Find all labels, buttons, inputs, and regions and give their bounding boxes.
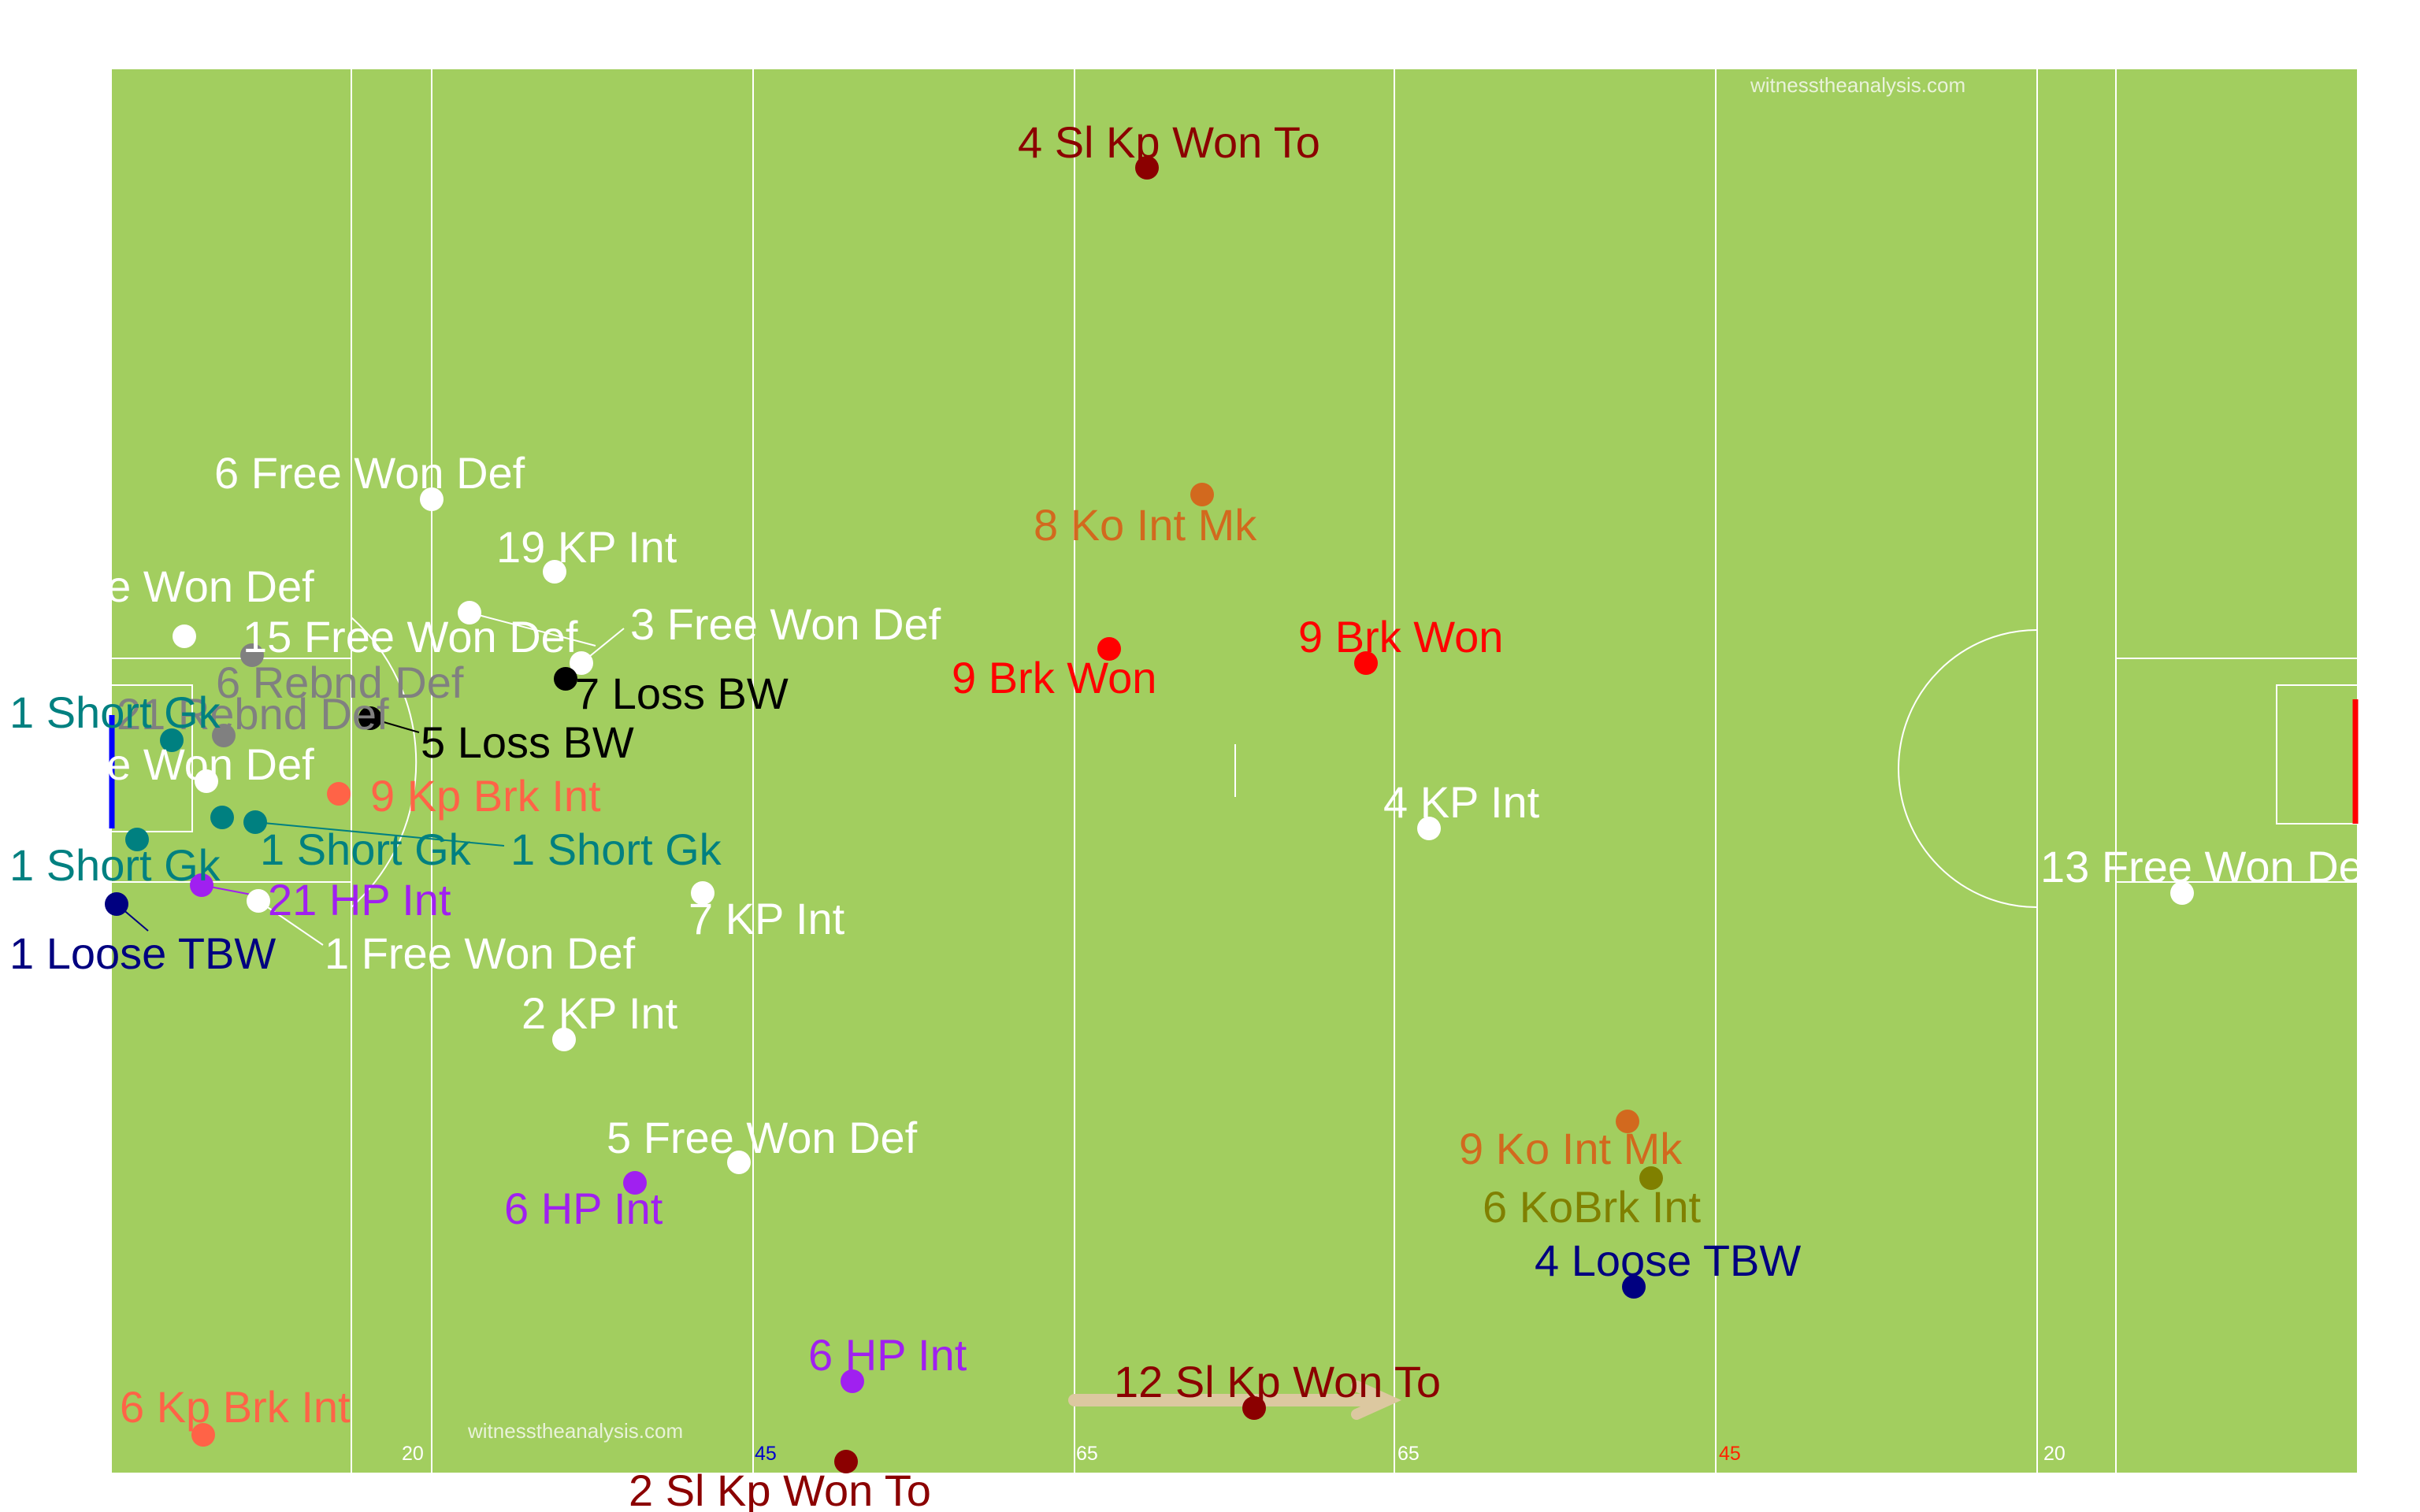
event-point	[554, 667, 577, 691]
event-label: 5 Loss BW	[421, 717, 634, 767]
event-point	[1639, 1166, 1663, 1190]
event-point	[240, 643, 264, 667]
event-label: 5 Free Won Def	[607, 1113, 918, 1162]
event-label: 6 Free Won Def	[214, 448, 525, 498]
event-label: 15 Free Won Def	[243, 612, 578, 662]
pitch-marker-65: 65	[1076, 1443, 1098, 1465]
large-rect-right	[2115, 658, 2357, 883]
watermark-bottom: witnesstheanalysis.com	[467, 1419, 683, 1443]
event-point	[841, 1369, 864, 1393]
watermark-top: witnesstheanalysis.com	[1750, 73, 1965, 97]
event-label: ee Won Def	[82, 561, 314, 611]
event-label: 3 Free Won Def	[630, 599, 941, 649]
event-point	[1242, 1396, 1266, 1420]
event-point	[327, 782, 351, 806]
event-point	[105, 892, 128, 916]
event-label: 6 Rebnd Def	[216, 658, 464, 707]
event-point	[1190, 483, 1214, 506]
event-point	[358, 706, 382, 730]
event-point	[210, 806, 234, 829]
event-label: 6 KoBrk Int	[1483, 1182, 1701, 1232]
event-point	[458, 601, 481, 624]
event-label: 21 Rebnd Def	[117, 689, 389, 739]
event-point	[1354, 651, 1378, 675]
event-point	[552, 1028, 576, 1051]
event-point	[420, 487, 444, 511]
pitch-marker-45: 45	[755, 1443, 777, 1465]
event-labels: 4 Sl Kp Won To 6 Free Won Def 8 Ko Int Mk 1…	[9, 117, 2376, 1512]
event-point	[173, 624, 196, 648]
event-label: 21 HP Int	[268, 875, 451, 925]
large-rect-left	[112, 658, 352, 883]
event-point	[190, 873, 213, 897]
event-point	[727, 1151, 751, 1174]
event-label: 4 KP Int	[1383, 777, 1540, 827]
event-label: 6 Kp Brk Int	[120, 1382, 351, 1432]
pitch-marker-65: 65	[1397, 1443, 1420, 1465]
event-leader	[258, 900, 324, 946]
event-label: 4 Loose TBW	[1535, 1236, 1801, 1285]
event-point	[1135, 156, 1159, 180]
event-label: 8 Ko Int Mk	[1034, 500, 1257, 550]
event-point	[834, 1450, 858, 1473]
event-point	[125, 828, 149, 851]
d-arc-left	[351, 617, 418, 908]
event-label: 9 Ko Int Mk	[1459, 1124, 1683, 1173]
event-point	[243, 810, 267, 834]
event-point	[623, 1171, 647, 1195]
small-rect-left	[112, 684, 193, 832]
event-label: 13 Free Won Def	[2040, 842, 2376, 891]
event-label: 1 Short Gk	[9, 687, 221, 737]
event-label: 12 Sl Kp Won To	[1114, 1357, 1441, 1406]
event-label: 6 HP Int	[808, 1330, 967, 1380]
event-label: 2 KP Int	[521, 988, 678, 1038]
event-leader	[469, 612, 596, 647]
direction-arrow	[1068, 1380, 1402, 1420]
event-point	[191, 1423, 215, 1447]
event-points	[105, 156, 2194, 1473]
event-label: 2 Sl Kp Won To	[629, 1466, 931, 1512]
event-label: 1 Short Gk	[260, 825, 472, 874]
event-point	[212, 724, 236, 747]
event-label: 9 Brk Won	[1298, 612, 1503, 662]
event-label: 19 KP Int	[496, 522, 677, 572]
pitch-marker-45: 45	[1719, 1443, 1741, 1465]
event-point	[570, 651, 593, 675]
pitch-distance-markers: 20 45 65 65 45 20	[402, 1443, 2066, 1465]
event-point	[2170, 881, 2194, 905]
pitch-lines	[112, 69, 2357, 1473]
event-label: 7 KP Int	[689, 894, 845, 943]
event-label: 9 Kp Brk Int	[370, 771, 601, 821]
event-point	[247, 889, 270, 913]
event-point	[160, 728, 184, 752]
event-leader	[254, 821, 505, 847]
event-point	[1097, 637, 1121, 661]
event-label: 6 HP Int	[504, 1184, 663, 1233]
event-label: 9 Brk Won	[952, 653, 1156, 702]
event-label: 7 Loss BW	[575, 669, 789, 718]
event-label: 1 Short Gk	[510, 825, 722, 874]
event-point	[691, 881, 714, 905]
event-point	[1616, 1110, 1639, 1133]
event-label: 1 Free Won Def	[325, 928, 636, 978]
event-point	[195, 769, 218, 793]
small-rect-right	[2276, 684, 2357, 825]
event-label: 1 Loose TBW	[9, 928, 276, 978]
event-point	[543, 560, 566, 584]
event-point	[1417, 817, 1441, 840]
pitch-marker-20: 20	[2043, 1443, 2066, 1465]
event-label: 1 Short Gk	[9, 840, 221, 890]
event-label: 4 Sl Kp Won To	[1018, 117, 1320, 167]
event-label: ee Won Def	[82, 739, 314, 789]
event-point	[1622, 1275, 1646, 1299]
pitch-marker-20: 20	[402, 1443, 424, 1465]
center-arc-right	[1898, 629, 2038, 908]
